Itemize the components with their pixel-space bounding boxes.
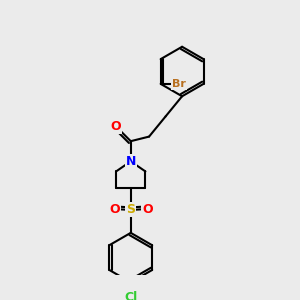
Text: N: N bbox=[126, 155, 136, 168]
Text: O: O bbox=[142, 202, 153, 215]
Text: S: S bbox=[126, 203, 135, 216]
Text: Cl: Cl bbox=[124, 290, 137, 300]
Text: Br: Br bbox=[172, 79, 186, 89]
Text: O: O bbox=[109, 202, 120, 215]
Text: O: O bbox=[111, 120, 122, 133]
